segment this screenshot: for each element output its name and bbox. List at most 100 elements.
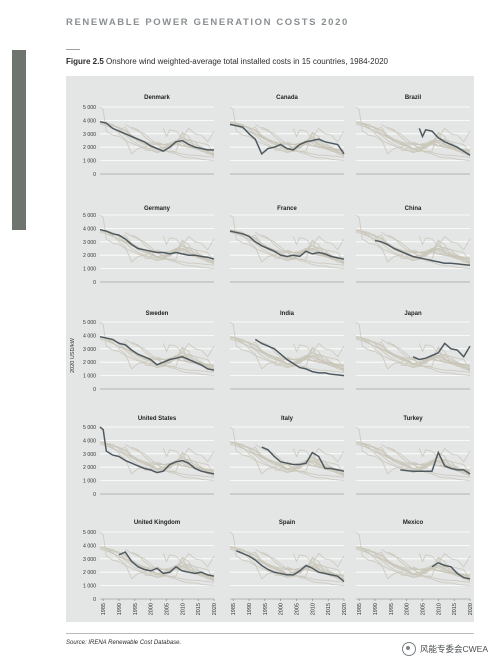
series-line-china [374,239,471,267]
series-line-turkey [400,450,471,475]
background-series-line [286,552,345,570]
x-tick-label: 2015 [452,603,458,615]
y-tick-label: 5 000 [83,213,96,219]
background-series-line [236,340,345,372]
y-tick-label: 0 [93,280,96,286]
panel-title: India [280,311,295,317]
y-tick-label: 2 000 [83,145,96,151]
background-series-line [175,352,215,370]
x-tick-label: 2020 [342,603,348,615]
series-line-canada [229,123,345,156]
wechat-icon [401,642,416,656]
background-series-line [431,457,471,475]
x-tick-label: 1990 [373,603,379,615]
series-line-brazil [418,128,471,156]
y-tick-label: 0 [93,387,96,393]
y-tick-label: 4 000 [83,543,96,549]
background-series-line [387,341,471,367]
background-series-line [229,122,345,152]
background-series-line [355,337,471,367]
background-series-line [355,122,471,152]
background-series-line [387,126,471,152]
background-series-line [355,121,471,156]
y-tick-label: 5 000 [83,530,96,536]
background-series-line [106,340,215,372]
background-series-line [412,127,471,145]
y-tick-label: 5 000 [83,105,96,111]
panel-title: China [405,206,422,212]
y-tick-label: 4 000 [83,118,96,124]
background-series-line [412,552,471,570]
series-line-italy [261,446,345,472]
y-tick-label: 1 000 [83,374,96,380]
x-tick-label: 2010 [180,603,186,615]
caption-rule [66,49,80,50]
background-series-line [229,441,345,476]
y-tick-label: 3 000 [83,240,96,246]
y-tick-label: 1 000 [83,584,96,590]
y-tick-label: 3 000 [83,557,96,563]
background-series-line [229,442,345,472]
x-tick-label: 2015 [326,603,332,615]
x-tick-label: 2005 [165,603,171,615]
x-tick-label: 1985 [101,603,107,615]
background-series-line [156,447,215,465]
panel-title: Turkey [403,416,423,422]
background-series-line [412,447,471,465]
y-tick-label: 5 000 [83,320,96,326]
y-tick-label: 0 [93,172,96,178]
y-tick-label: 0 [93,492,96,498]
x-tick-label: 2015 [196,603,202,615]
background-series-line [305,245,345,263]
background-series-line [431,245,471,263]
background-series-line [286,235,345,253]
background-series-line [387,551,471,577]
panel-title: France [277,206,297,212]
background-series-line [305,352,345,370]
panel-title: United States [138,416,177,422]
y-tick-label: 2 000 [83,465,96,471]
background-series-line [355,441,471,476]
x-tick-label: 1995 [389,603,395,615]
y-tick-label: 3 000 [83,347,96,353]
x-tick-label: 1995 [263,603,269,615]
panel-title: Denmark [144,95,170,101]
x-tick-label: 2000 [149,603,155,615]
report-header: RENEWABLE POWER GENERATION COSTS 2020 [66,17,349,28]
x-tick-label: 2020 [468,603,474,615]
series-line-denmark [99,120,214,153]
background-series-line [175,137,215,155]
watermark-text: 风能专委会CWEA [419,644,488,654]
background-series-line [229,546,345,581]
background-series-line [156,127,215,145]
background-series-line [229,547,345,577]
figure-caption: Figure 2.5 Onshore wind weighted-average… [66,57,388,66]
y-tick-label: 1 000 [83,479,96,485]
panel-title: Spain [279,520,296,526]
x-tick-label: 1985 [357,603,363,615]
x-tick-label: 2020 [212,603,218,615]
x-tick-label: 2000 [405,603,411,615]
series-line-sweden [99,335,215,371]
x-tick-label: 2000 [279,603,285,615]
y-tick-label: 4 000 [83,226,96,232]
x-tick-label: 2005 [295,603,301,615]
background-series-line [175,245,215,263]
background-series-line [156,342,215,360]
panel-title: Germany [144,206,171,212]
source-note: Source: IRENA Renewable Cost Database. [66,640,182,646]
source-rule [66,633,474,634]
y-tick-label: 5 000 [83,425,96,431]
x-tick-label: 2010 [310,603,316,615]
y-tick-label: 2 000 [83,253,96,259]
background-series-line [99,230,215,260]
background-series-line [106,233,215,265]
series-line-mexico [431,561,471,580]
series-line-france [229,230,345,260]
x-tick-label: 1995 [133,603,139,615]
x-tick-label: 2010 [436,603,442,615]
x-tick-label: 1985 [231,603,237,615]
background-series-line [387,234,471,260]
series-line-india [254,338,345,377]
